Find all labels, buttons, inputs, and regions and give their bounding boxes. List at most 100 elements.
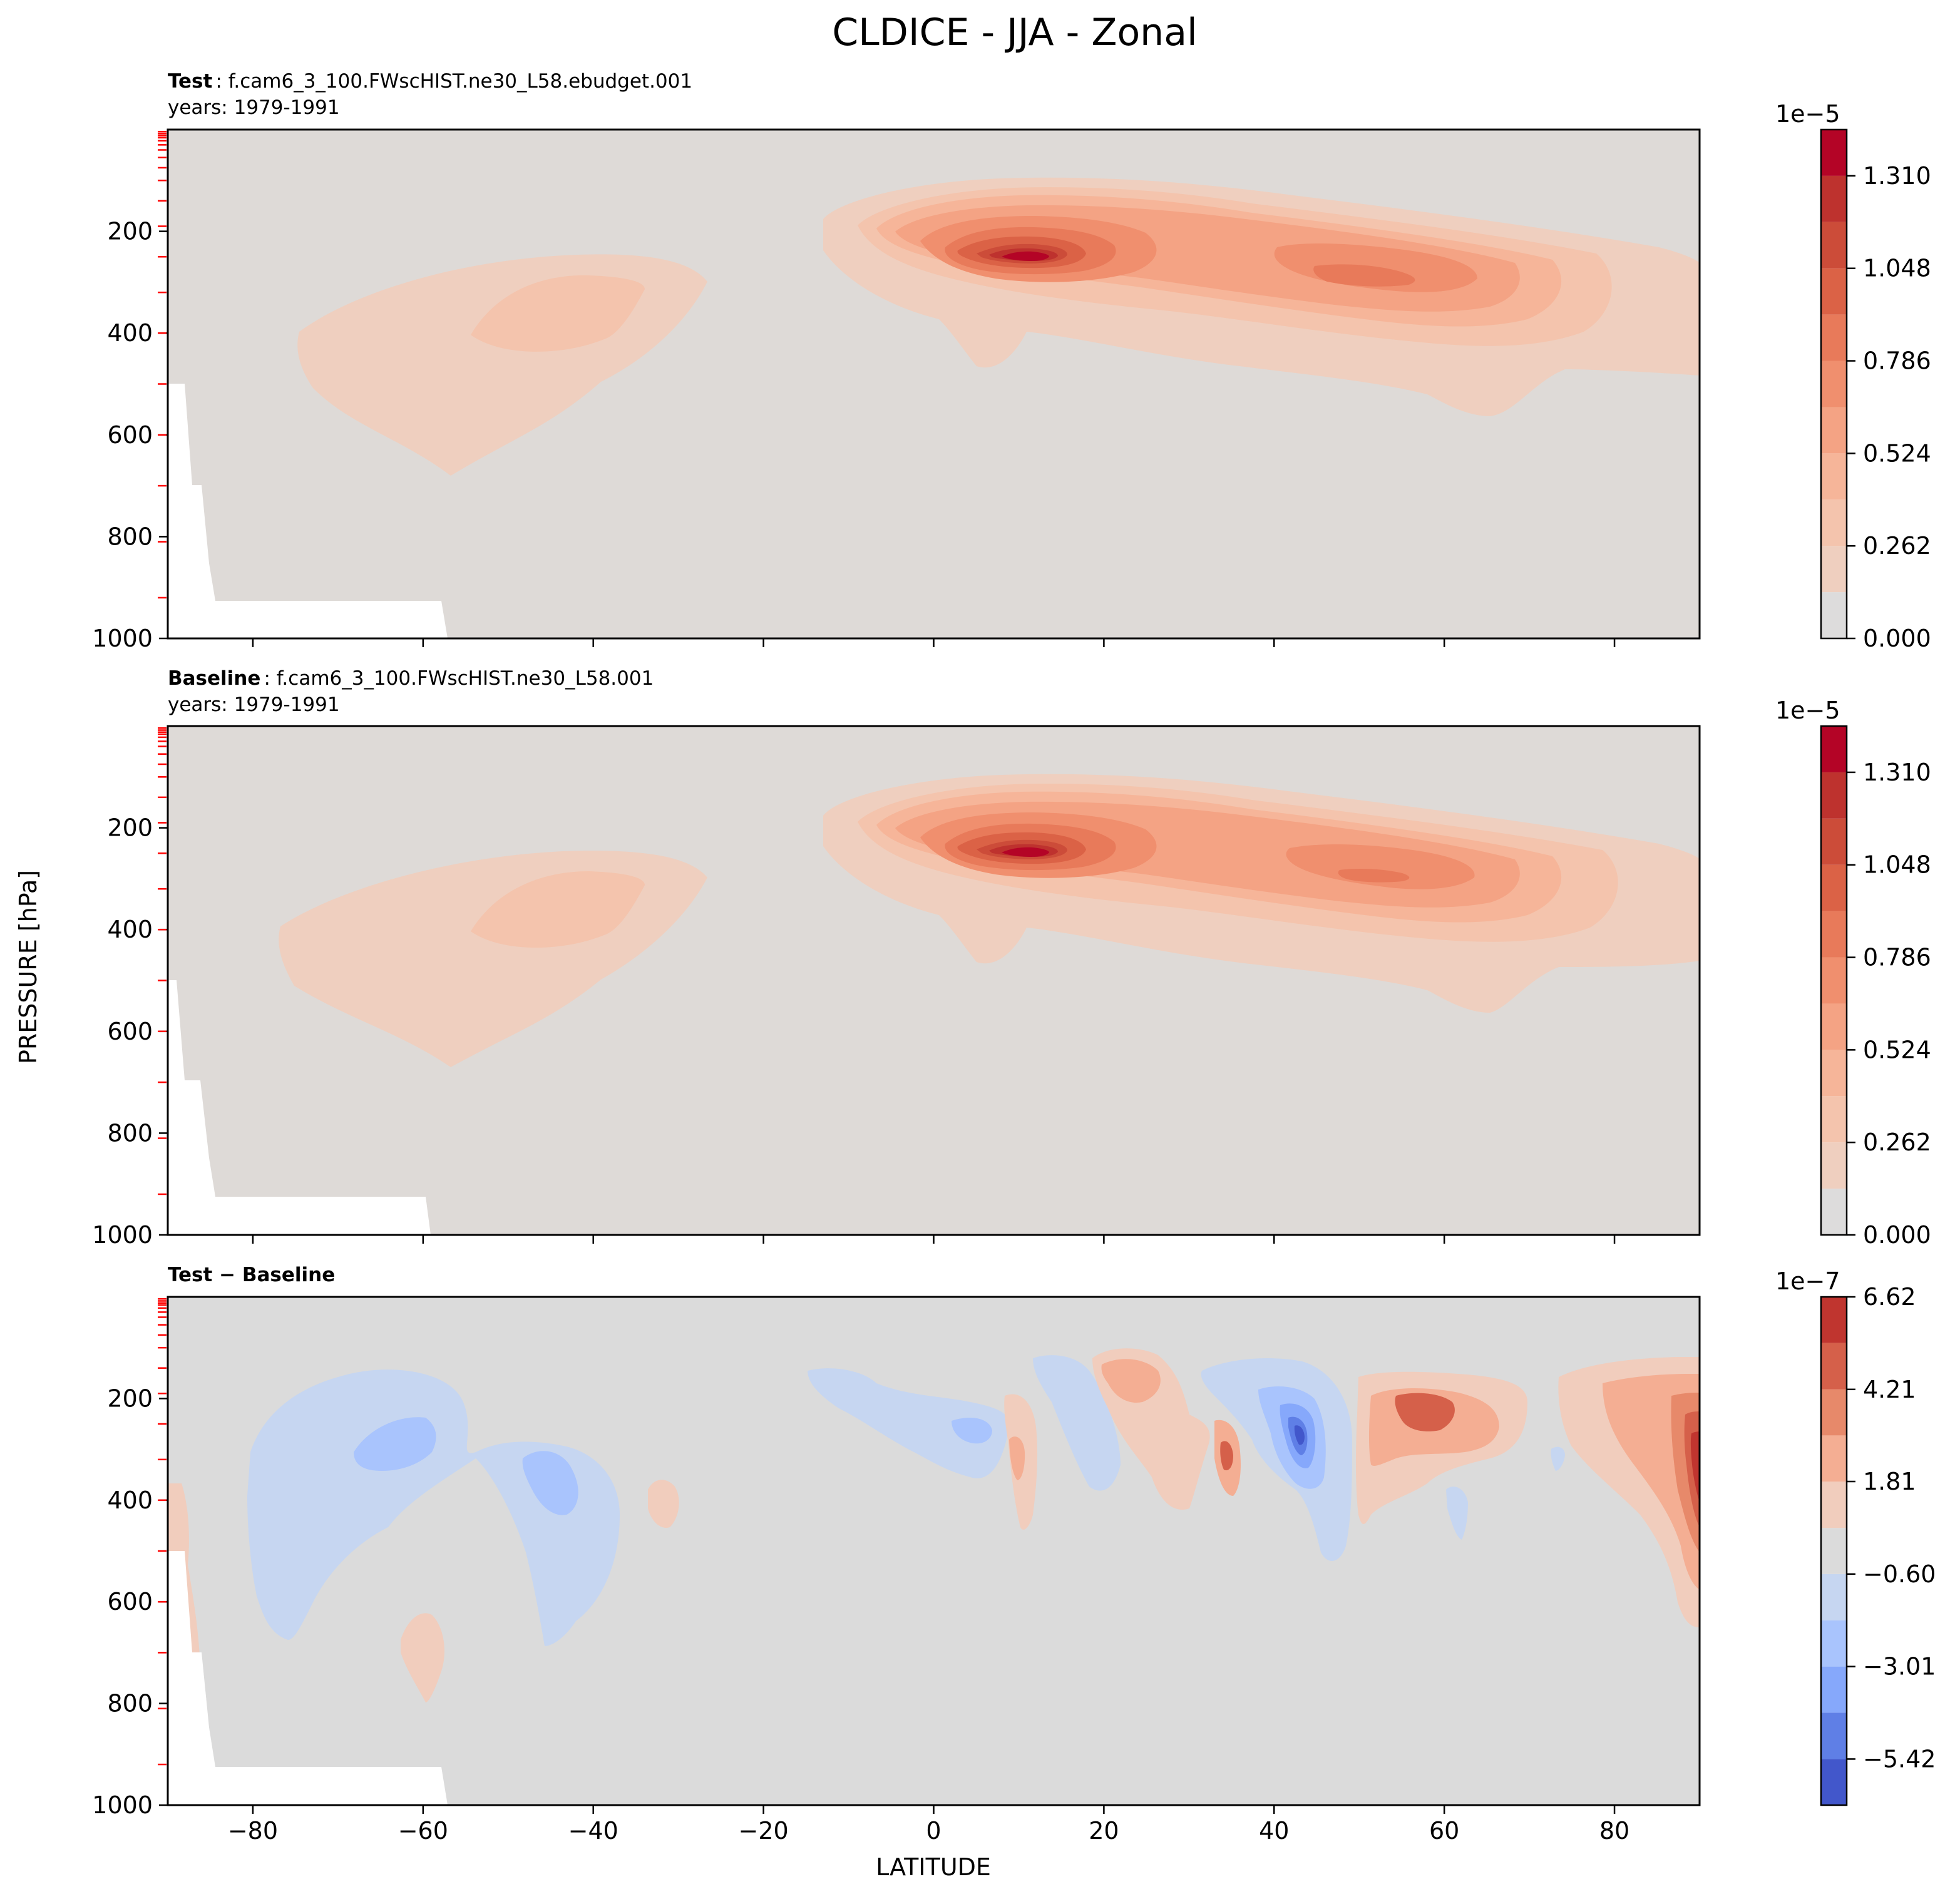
colorbar-swatch [1821,1574,1847,1621]
y-tick-label: 400 [107,319,153,347]
panel-test: Test : f.cam6_3_100.FWscHIST.ne30_L58.eb… [92,70,1931,652]
y-tick-label: 600 [107,421,153,449]
colorbar-ticks: 0.000 0.262 0.524 0.786 1.048 1.310 [1847,162,1931,652]
colorbar-swatch [1821,1712,1847,1759]
contour-neg-sm-2 [1551,1446,1565,1471]
case-name: : f.cam6_3_100.FWscHIST.ne30_L58.001 [264,667,654,690]
colorbar-swatch [1821,1389,1847,1436]
x-axis-label: LATITUDE [876,1853,991,1881]
colorbar-swatch [1821,1666,1847,1713]
colorbar-frame [1820,128,1848,640]
colorbar-swatch [1821,1759,1847,1805]
colorbar-swatch [1821,407,1847,454]
contour-neg-tropics [808,1368,1010,1478]
x-tick-label: −40 [568,1817,618,1845]
colorbar-tick-label: 1.048 [1863,255,1931,282]
colorbar-tick-label: −3.01 [1863,1653,1936,1681]
y-tick-label: 600 [107,1588,153,1615]
panel-difference: Test − Baseline [92,1264,1936,1845]
y-tick-label: 400 [107,1487,153,1514]
colorbar-tick-label: 0.524 [1863,439,1931,467]
case-name: : f.cam6_3_100.FWscHIST.ne30_L58.ebudget… [215,70,692,93]
contour-neg-sh-a [247,1369,620,1646]
contour-field [168,726,1700,1235]
colorbar-ticks: 0.000 0.262 0.524 0.786 1.048 1.310 [1847,759,1931,1249]
y-tick-label: 200 [107,1385,153,1412]
x-tick-label: 40 [1259,1817,1289,1845]
colorbar-swatch [1821,818,1847,865]
contour-pos-nh-b-inner [1101,1359,1161,1403]
colorbar-swatch [1821,130,1847,176]
contour-neg-nh-b-core [1294,1425,1305,1445]
colorbar-swatch [1821,957,1847,1004]
contour-pos-nh-a-inner [1009,1436,1025,1480]
colorbar-tick-label: −0.60 [1863,1560,1936,1588]
colorbar-frame [1820,725,1848,1236]
colorbar-swatch [1821,1050,1847,1097]
colorbar-frame [1820,1296,1848,1806]
colorbar-swatch [1821,911,1847,958]
colorbar-swatch [1821,1297,1847,1343]
axes: 200 400 600 800 1000 [92,131,1616,652]
years-label: years: 1979-1991 [168,96,340,119]
contour-tropical-peak [1002,251,1049,261]
contour-neg-nh-a [1033,1355,1121,1491]
y-tick-label: 800 [107,523,153,550]
contour-pos-sh-mid [648,1480,679,1528]
y-axis-label: PRESSURE [hPa] [14,870,42,1064]
contour-tropical-peak [1002,847,1049,857]
contour-pos-polar-core [1690,1431,1700,1502]
contour-lobe-sh-inner [471,275,645,352]
colorbar-swatch [1821,314,1847,361]
panel-title: Baseline : f.cam6_3_100.FWscHIST.ne30_L5… [168,667,654,690]
x-tick-label: −80 [228,1817,278,1845]
contour-neg-sm [1446,1487,1468,1540]
colorbar-offset: 1e−7 [1775,1267,1840,1295]
y-tick-label: 600 [107,1018,153,1045]
colorbar-tick-label: 0.262 [1863,1129,1931,1156]
contour-neg-tropics-inner [952,1418,992,1444]
colorbar-swatch [1821,546,1847,593]
colorbar-tick-label: −5.42 [1863,1745,1936,1773]
contour-field [168,130,1700,638]
y-tick-label: 1000 [92,1791,153,1819]
colorbar-tick-label: 4.21 [1863,1376,1916,1403]
x-tick-label: 20 [1089,1817,1119,1845]
colorbar-swatch [1821,1528,1847,1574]
colorbar-tick-label: 1.81 [1863,1468,1916,1495]
colorbar-swatches [1821,1297,1847,1805]
colorbar-swatch [1821,592,1847,638]
colorbar-tick-label: 1.310 [1863,759,1931,786]
colorbar-swatch [1821,1189,1847,1235]
colorbar-tick-label: 0.262 [1863,532,1931,560]
colorbar-tick-label: 0.000 [1863,625,1931,652]
panel-title: Test : f.cam6_3_100.FWscHIST.ne30_L58.eb… [168,70,692,93]
x-tick-label: −20 [739,1817,789,1845]
colorbar-swatch [1821,1003,1847,1050]
x-tick-label: 60 [1429,1817,1459,1845]
colorbar-tick-label: 0.524 [1863,1036,1931,1063]
colorbar-ticks: −5.42 −3.01 −0.60 1.81 4.21 6.62 [1847,1283,1936,1773]
panel-label: Test − Baseline [168,1264,335,1286]
contour-field [168,1297,1700,1805]
masked-terrain [168,980,431,1235]
colorbar-tick-label: 6.62 [1863,1283,1916,1311]
colorbar-tick-label: 1.310 [1863,162,1931,190]
colorbar-tick-label: 0.786 [1863,944,1931,971]
colorbar-swatch [1821,1096,1847,1143]
y-tick-label: 800 [107,1690,153,1717]
colorbar-swatch [1821,772,1847,819]
x-tick-label: 0 [926,1817,941,1845]
panel-baseline: Baseline : f.cam6_3_100.FWscHIST.ne30_L5… [92,667,1931,1249]
contour-pos-60-core [1395,1393,1455,1431]
y-tick-label: 1000 [92,1221,153,1249]
x-tick-label: −60 [398,1817,448,1845]
masked-terrain [168,1551,448,1805]
colorbar-tick-label: 1.048 [1863,851,1931,879]
figure-title: CLDICE - JJA - Zonal [832,11,1197,54]
contour-lobe-sh-inner [471,871,645,948]
colorbar: 0.000 0.262 0.524 0.786 1.048 1.310 1e−5 [1775,100,1931,652]
contour-neg-sh-b-inner [522,1451,578,1515]
contour-pos-35-core [1220,1441,1233,1471]
